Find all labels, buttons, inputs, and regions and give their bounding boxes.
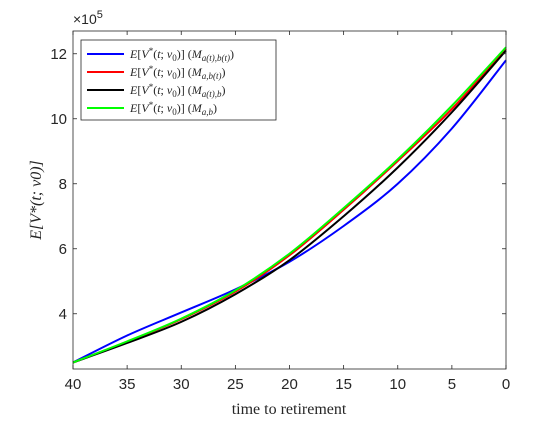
legend-label-2: E[V*(t; v0)] (Ma,b(t))	[129, 64, 225, 81]
y-tick-label: 6	[59, 241, 67, 258]
x-tick-label: 30	[173, 376, 190, 393]
x-tick-label: 35	[119, 376, 136, 393]
legend-label-3: E[V*(t; v0)] (Ma(t),b)	[129, 82, 225, 99]
x-tick-label: 10	[389, 376, 406, 393]
y-axis-exponent-label: ×105	[73, 9, 103, 27]
legend-label-4: E[V*(t; v0)] (Ma,b)	[129, 100, 217, 117]
x-tick-label: 15	[335, 376, 352, 393]
y-axis-title: E[V*(t; v0)]	[28, 160, 45, 241]
series-line-1	[72, 59, 507, 364]
y-tick-label: 8	[59, 176, 67, 193]
x-axis-title: time to retirement	[232, 401, 347, 418]
legend: E[V*(t; v0)] (Ma(t),b(t))E[V*(t; v0)] (M…	[80, 39, 277, 121]
legend-label-1: E[V*(t; v0)] (Ma(t),b(t))	[129, 46, 234, 63]
x-tick-label: 40	[65, 376, 82, 393]
y-tick-label: 4	[59, 306, 67, 323]
x-tick-label: 20	[281, 376, 298, 393]
x-tick-label: 5	[448, 376, 456, 393]
y-tick-label: 10	[50, 111, 67, 128]
x-tick-label: 0	[502, 376, 510, 393]
series-line-4	[72, 46, 507, 364]
series-line-3	[72, 49, 507, 364]
x-tick-label: 25	[227, 376, 244, 393]
y-tick-label: 12	[50, 46, 67, 63]
